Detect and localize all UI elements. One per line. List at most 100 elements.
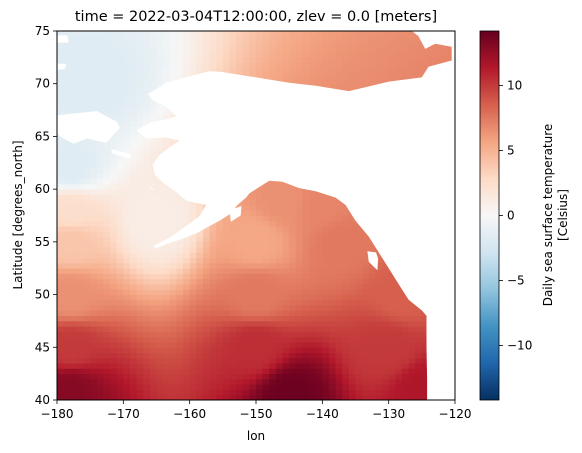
heatmap-cell (110, 183, 118, 190)
heatmap-cell (382, 52, 390, 58)
heatmap-cell (229, 273, 237, 280)
heatmap-cell (202, 373, 210, 380)
heatmap-cell (269, 257, 277, 264)
heatmap-cell (96, 94, 104, 100)
heatmap-cell (136, 73, 144, 79)
heatmap-cell (262, 46, 270, 53)
heatmap-cell (70, 310, 78, 317)
heatmap-cell (348, 347, 356, 353)
heatmap-cell (136, 384, 144, 390)
heatmap-cell (302, 394, 310, 400)
heatmap-cell (63, 363, 71, 369)
heatmap-cell (76, 336, 84, 343)
heatmap-cell (382, 389, 390, 396)
heatmap-cell (242, 226, 250, 232)
heatmap-cell (189, 342, 197, 348)
heatmap-cell (123, 131, 131, 137)
heatmap-cell (156, 146, 164, 153)
heatmap-cell (70, 373, 78, 380)
heatmap-cell (388, 336, 396, 343)
heatmap-cell (309, 52, 317, 58)
heatmap-cell (256, 352, 264, 359)
heatmap-cell (110, 331, 118, 338)
heatmap-cell (202, 278, 210, 285)
heatmap-cell (256, 226, 264, 232)
heatmap-cell (129, 115, 137, 122)
heatmap-cell (315, 31, 323, 37)
heatmap-cell (216, 373, 224, 380)
heatmap-cell (229, 284, 237, 290)
heatmap-cell (189, 252, 197, 259)
heatmap-cell (309, 46, 317, 53)
heatmap-cell (209, 41, 217, 48)
heatmap-cell (76, 231, 84, 237)
heatmap-cell (216, 236, 224, 243)
heatmap-cell (143, 247, 151, 253)
heatmap-cell (421, 389, 429, 396)
heatmap-cell (302, 220, 310, 227)
heatmap-cell (322, 204, 330, 211)
heatmap-cell (116, 199, 124, 206)
heatmap-cell (209, 284, 217, 290)
heatmap-cell (275, 315, 283, 322)
heatmap-cell (269, 268, 277, 274)
heatmap-cell (116, 394, 124, 400)
heatmap-cell (401, 352, 409, 359)
heatmap-cell (262, 241, 270, 248)
x-tick-label: −170 (107, 407, 140, 421)
heatmap-cell (322, 83, 330, 90)
heatmap-cell (322, 342, 330, 348)
heatmap-cell (322, 284, 330, 290)
heatmap-cell (63, 94, 71, 100)
heatmap-cell (169, 204, 177, 211)
heatmap-cell (256, 305, 264, 311)
heatmap-cell (289, 315, 297, 322)
heatmap-cell (282, 183, 290, 190)
heatmap-cell (242, 289, 250, 295)
heatmap-cell (262, 247, 270, 253)
heatmap-cell (242, 310, 250, 317)
heatmap-cell (335, 204, 343, 211)
heatmap-cell (76, 310, 84, 317)
heatmap-cell (209, 357, 217, 364)
heatmap-cell (123, 204, 131, 211)
heatmap-cell (275, 342, 283, 348)
heatmap-cell (76, 357, 84, 364)
heatmap-cell (355, 305, 363, 311)
heatmap-cell (309, 194, 317, 201)
heatmap-cell (110, 241, 118, 248)
heatmap-cell (328, 347, 336, 353)
heatmap-cell (375, 342, 383, 348)
heatmap-cell (328, 31, 336, 37)
heatmap-cell (149, 289, 157, 295)
heatmap-cell (143, 220, 151, 227)
heatmap-cell (57, 157, 65, 164)
heatmap-cell (448, 57, 455, 64)
heatmap-cell (63, 241, 71, 248)
heatmap-cell (302, 357, 310, 364)
heatmap-cell (163, 41, 171, 48)
heatmap-cell (342, 320, 350, 327)
heatmap-cell (342, 378, 350, 385)
heatmap-cell (348, 257, 356, 264)
heatmap-cell (335, 389, 343, 396)
heatmap-cell (282, 67, 290, 74)
heatmap-cell (335, 315, 343, 322)
heatmap-cell (110, 178, 118, 185)
heatmap-cell (401, 363, 409, 369)
heatmap-cell (196, 294, 204, 301)
heatmap-cell (123, 305, 131, 311)
heatmap-cell (149, 215, 157, 222)
heatmap-cell (309, 78, 317, 85)
heatmap-cell (295, 289, 303, 295)
heatmap-cell (315, 305, 323, 311)
heatmap-cell (196, 336, 204, 343)
heatmap-cell (176, 46, 184, 53)
heatmap-cell (328, 67, 336, 74)
heatmap-cell (83, 152, 91, 158)
heatmap-cell (242, 373, 250, 380)
heatmap-cell (256, 394, 264, 400)
heatmap-cell (236, 231, 244, 237)
heatmap-cell (289, 363, 297, 369)
heatmap-cell (282, 294, 290, 301)
